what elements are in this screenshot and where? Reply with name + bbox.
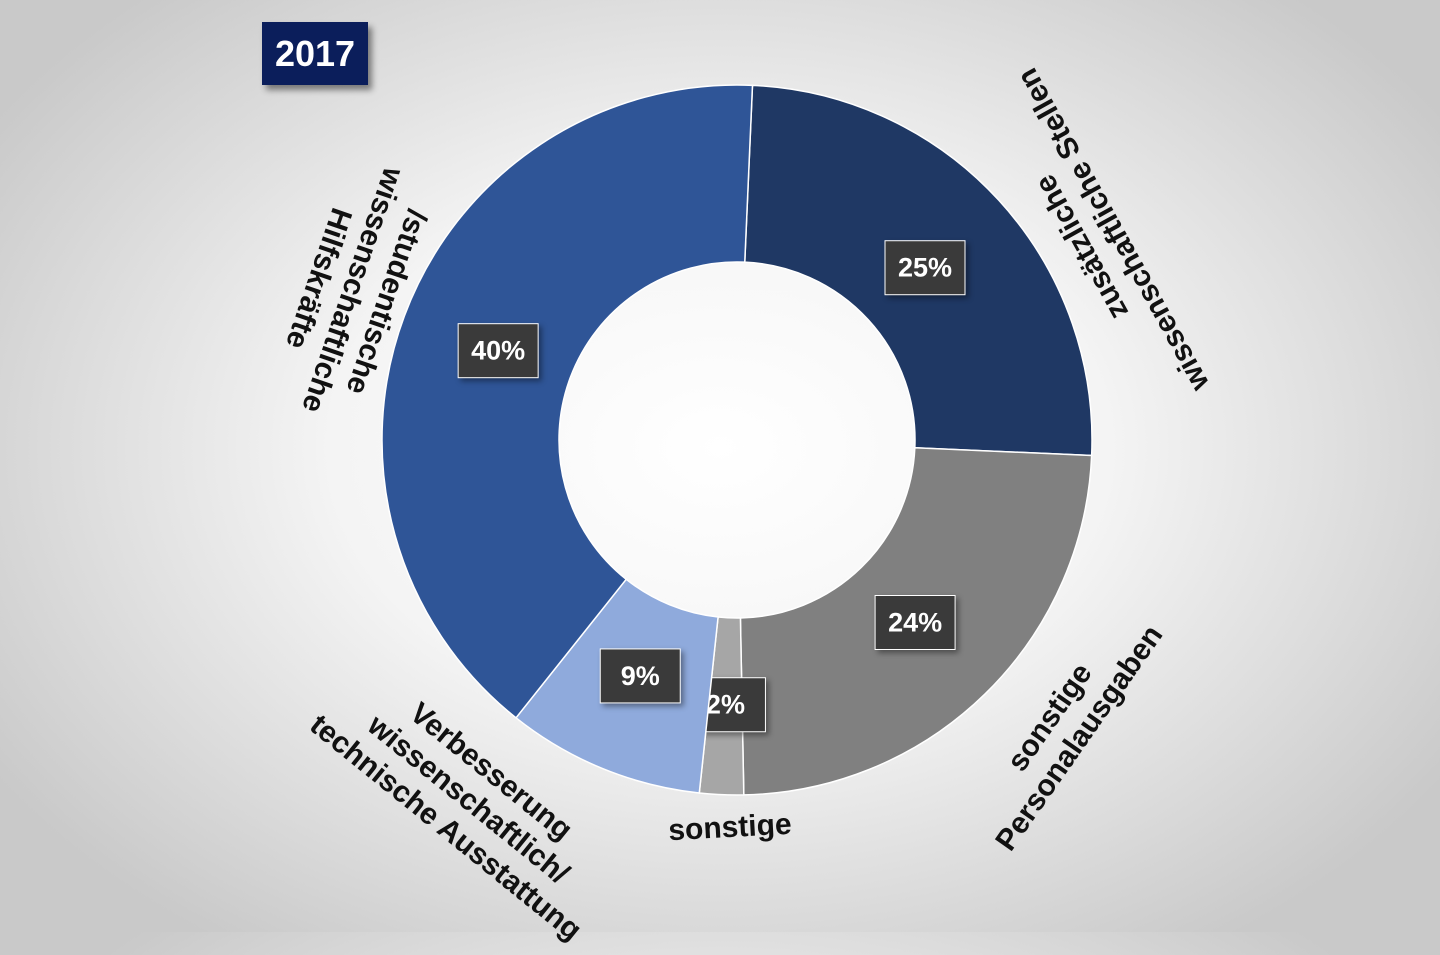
value-label-box bbox=[599, 648, 681, 704]
value-label: 9% bbox=[621, 661, 660, 691]
value-label: 25% bbox=[898, 253, 952, 283]
value-label: 40% bbox=[471, 336, 525, 366]
chart-title: 2017 bbox=[262, 22, 368, 85]
value-label-box bbox=[457, 323, 539, 379]
value-label-box bbox=[884, 240, 966, 296]
value-label: 2% bbox=[706, 690, 745, 720]
chart: 25% 24% 2% 9% 40% bbox=[381, 84, 1093, 796]
donut-slice bbox=[381, 84, 754, 719]
value-label: 24% bbox=[888, 608, 942, 638]
value-label-box bbox=[874, 595, 956, 651]
